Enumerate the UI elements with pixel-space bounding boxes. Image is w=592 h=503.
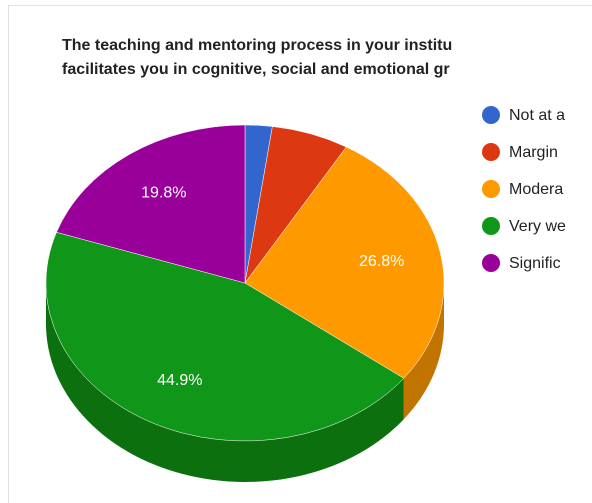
legend-swatch bbox=[482, 106, 500, 124]
slice-label: 19.8% bbox=[141, 184, 186, 201]
slice bbox=[244, 146, 445, 379]
legend-swatch bbox=[482, 180, 500, 198]
chart-title: The teaching and mentoring process in yo… bbox=[62, 37, 452, 54]
legend-swatch bbox=[482, 254, 500, 272]
slice-label: 26.8% bbox=[359, 253, 404, 270]
slice-side bbox=[46, 283, 404, 482]
chart-title: facilitates you in cognitive, social and… bbox=[62, 61, 450, 78]
legend-label: Margin bbox=[509, 144, 558, 161]
legend-swatch bbox=[482, 217, 500, 235]
slice bbox=[56, 124, 246, 284]
slice bbox=[45, 231, 405, 442]
legend-label: Modera bbox=[509, 181, 563, 198]
slice-side bbox=[403, 283, 444, 420]
slice-label: 44.9% bbox=[157, 372, 202, 389]
legend-label: Not at a bbox=[509, 107, 565, 124]
legend-label: Signific bbox=[509, 255, 561, 272]
legend-label: Very we bbox=[509, 218, 566, 235]
chart-area: The teaching and mentoring process in yo… bbox=[45, 37, 566, 482]
legend-swatch bbox=[482, 143, 500, 161]
